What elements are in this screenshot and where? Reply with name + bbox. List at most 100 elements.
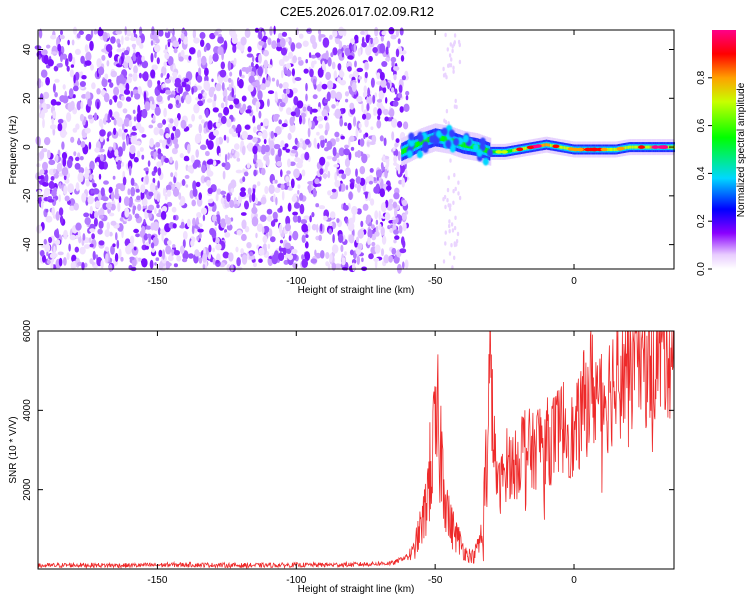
spectrogram-cell	[338, 233, 344, 243]
spectrogram-cell	[383, 254, 390, 264]
spectrogram-cell	[246, 162, 251, 169]
spectrogram-cell	[124, 207, 130, 218]
spectrogram-cell	[208, 244, 212, 253]
spectrogram-cell	[175, 99, 179, 106]
spectrogram-cell	[213, 129, 219, 136]
spectrogram-cell	[372, 47, 378, 53]
spectrogram-cell	[551, 144, 553, 148]
spectrogram-cell	[404, 169, 408, 178]
spectrogram-cell	[181, 81, 187, 88]
spectrogram-cell	[565, 146, 567, 150]
spectrogram-cell	[320, 223, 323, 232]
spectrogram-cell	[207, 120, 213, 131]
spectrogram-cell	[327, 170, 331, 179]
spectrogram-cell	[122, 108, 128, 114]
spectrogram-cell	[253, 151, 258, 162]
spectrogram-cell	[235, 169, 243, 174]
spectrogram-cell	[178, 192, 182, 200]
spectrogram-cell	[73, 151, 77, 157]
x-tick-label: -150	[147, 276, 167, 287]
spectrogram-cell	[328, 228, 333, 235]
spectrogram-cell	[89, 205, 93, 215]
spectrogram-cell	[636, 145, 638, 149]
spectrogram-cell	[405, 90, 410, 96]
spectrogram-cell	[278, 119, 283, 125]
spectrogram-cell	[141, 198, 148, 207]
spectrogram-cell	[337, 63, 342, 71]
spectrogram-cell	[266, 208, 273, 215]
spectrogram-y-axis: -40 -20 0 20 40	[22, 44, 674, 252]
spectrogram-cell	[211, 78, 214, 83]
spectrogram-cell	[197, 228, 204, 233]
spectrogram-cell	[270, 147, 275, 156]
spectrogram-cell	[158, 209, 162, 215]
spectrogram-cell	[77, 230, 81, 238]
spectrogram-cell	[440, 135, 442, 141]
spectrogram-cell	[405, 95, 409, 101]
spectrogram-cell	[449, 158, 452, 163]
spectrogram-cell	[397, 38, 401, 45]
spectrogram-cell	[353, 43, 357, 53]
spectrogram-cell	[73, 202, 79, 211]
spectrogram-cell	[331, 244, 339, 254]
spectrogram-cell	[141, 60, 149, 69]
spectrogram-cell	[287, 254, 293, 261]
spectrogram-cell	[198, 67, 202, 77]
spectrogram-cell	[257, 66, 264, 77]
spectrogram-cell	[446, 47, 449, 52]
spectrogram-cell	[161, 249, 166, 260]
spectrogram-cell	[172, 187, 180, 197]
spectrogram-cell	[90, 63, 94, 71]
spectrogram-cell	[200, 119, 205, 124]
spectrogram-cell	[344, 217, 348, 224]
spectrogram-cell	[458, 59, 462, 65]
spectrogram-cell	[303, 215, 310, 221]
spectrogram-cell	[331, 61, 336, 70]
spectrogram-cell	[42, 118, 45, 129]
spectrogram-cell	[226, 136, 230, 144]
spectrogram-cell	[138, 72, 142, 79]
spectrogram-cell	[57, 123, 63, 132]
spectrogram-cell	[171, 206, 177, 213]
spectrogram-cell	[288, 51, 293, 59]
spectrogram-cell	[391, 118, 398, 128]
spectrogram-cell	[70, 100, 75, 111]
spectrogram-cell	[46, 44, 51, 49]
spectrogram-cell	[368, 55, 373, 62]
spectrogram-cell	[81, 192, 87, 203]
spectrogram-cell	[261, 226, 265, 234]
spectrogram-cell	[195, 181, 201, 188]
spectrogram-cell	[271, 254, 278, 265]
spectrogram-cell	[212, 214, 217, 222]
spectrogram-cell	[89, 228, 96, 233]
spectrogram-cell	[392, 147, 396, 152]
spectrogram-cell	[69, 234, 77, 241]
spectrogram-cell	[252, 55, 255, 63]
spectrogram-cell	[229, 71, 233, 77]
spectrogram-cell	[136, 36, 142, 46]
spectrogram-cell	[63, 174, 67, 181]
spectrogram-cell	[206, 98, 213, 103]
spectrogram-cell	[515, 148, 517, 152]
spectrogram-cell	[133, 156, 139, 163]
spectrogram-cell	[169, 156, 173, 163]
spectrogram-cell	[448, 63, 451, 68]
spectrogram-cell	[273, 218, 278, 223]
spectrogram-cell	[373, 107, 378, 114]
spectrogram-cell	[188, 123, 193, 128]
spectrogram-cell	[154, 44, 161, 53]
spectrogram-cell	[615, 148, 617, 151]
spectrogram-cell	[113, 127, 117, 136]
spectrogram-cell	[59, 34, 65, 40]
spectrogram-cell	[121, 132, 126, 141]
spectrogram-cell	[352, 262, 356, 272]
spectrogram-cell	[107, 113, 110, 124]
spectrogram-cell	[97, 209, 102, 217]
spectrogram-cell	[228, 252, 234, 262]
spectrogram-cell	[448, 219, 451, 224]
spectrogram-cell	[158, 262, 164, 271]
spectrogram-cell	[200, 175, 206, 184]
spectrogram-cell	[168, 94, 176, 98]
spectrogram-cell	[48, 180, 55, 190]
spectrogram-cell	[275, 126, 282, 135]
